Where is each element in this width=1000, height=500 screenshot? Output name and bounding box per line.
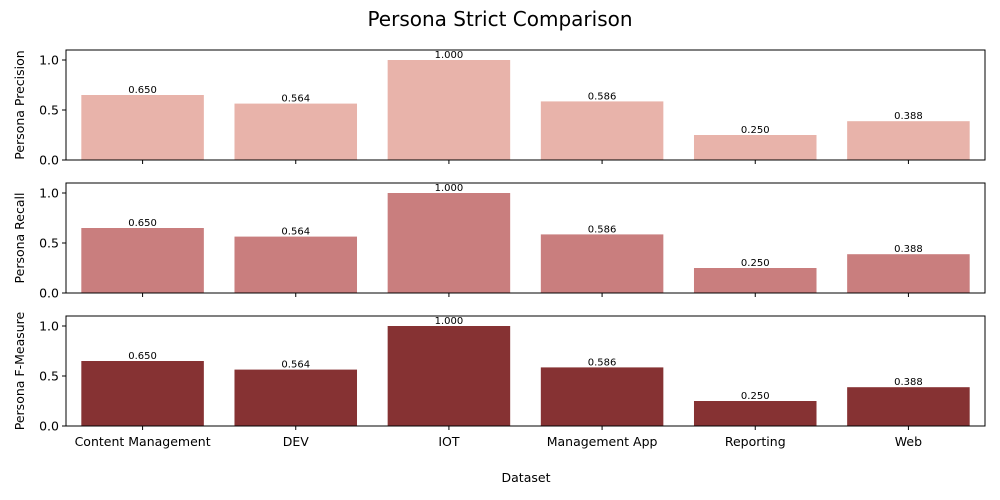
bar (81, 228, 204, 293)
bar-value-label: 0.388 (894, 111, 923, 122)
bar-value-label: 0.250 (741, 258, 770, 269)
bar (387, 60, 511, 160)
bar-value-label: 0.650 (128, 85, 157, 96)
bar (847, 387, 970, 426)
bar (540, 234, 664, 293)
bar (234, 103, 358, 160)
x-axis-label: Dataset (502, 470, 551, 485)
y-tick-label: 0.0 (39, 153, 59, 168)
y-axis-label: Persona F-Measure (12, 311, 27, 430)
x-tick-label: DEV (283, 434, 310, 449)
bar-value-label: 0.564 (281, 360, 310, 371)
bar (693, 135, 817, 160)
x-tick-label: Management App (547, 434, 658, 449)
bar-value-label: 1.000 (435, 50, 464, 61)
x-tick-label: IOT (438, 434, 460, 449)
axes-frame (65, 315, 986, 427)
panel-3: 0.650 0.564 1.000 0.586 0.250 0.388 0.0 0.5 1.0 C… (12, 311, 986, 449)
bar (234, 236, 358, 293)
chart-panels: 0.650 0.564 1.000 0.586 0.250 0.388 0.0 0.5 1.0 P… (12, 49, 986, 449)
bar (540, 367, 664, 426)
y-tick-label: 0.5 (39, 236, 59, 251)
bar-value-label: 0.388 (894, 244, 923, 255)
bar-value-label: 0.250 (741, 391, 770, 402)
bar (81, 361, 204, 426)
bar-value-label: 0.250 (741, 125, 770, 136)
bar (847, 254, 970, 293)
y-axis-label: Persona Precision (12, 50, 27, 159)
bar-value-label: 0.586 (588, 357, 617, 368)
x-tick-label: Web (895, 434, 922, 449)
bar (847, 121, 970, 160)
y-tick-label: 0.0 (39, 419, 59, 434)
x-tick-label: Reporting (725, 434, 786, 449)
bar (693, 401, 817, 426)
axes-frame (65, 182, 986, 294)
bar-value-label: 1.000 (435, 316, 464, 327)
panel-2: 0.650 0.564 1.000 0.586 0.250 0.388 0.0 0.5 1.0 P… (12, 182, 986, 301)
bar (81, 95, 204, 160)
bar-value-label: 0.586 (588, 91, 617, 102)
bar (234, 369, 358, 426)
y-tick-label: 1.0 (39, 186, 59, 201)
x-tick-label: Content Management (75, 434, 211, 449)
bar-value-label: 0.388 (894, 377, 923, 388)
y-tick-label: 0.0 (39, 286, 59, 301)
bar (540, 101, 664, 160)
axes-frame (65, 49, 986, 161)
bar-value-label: 0.564 (281, 227, 310, 238)
panel-1: 0.650 0.564 1.000 0.586 0.250 0.388 0.0 0.5 1.0 P… (12, 49, 986, 168)
bar-value-label: 1.000 (435, 183, 464, 194)
bar (387, 193, 511, 293)
bar-value-label: 0.650 (128, 351, 157, 362)
y-tick-label: 1.0 (39, 53, 59, 68)
bar-value-label: 0.564 (281, 94, 310, 105)
bar-value-label: 0.650 (128, 218, 157, 229)
y-tick-label: 1.0 (39, 319, 59, 334)
bar (693, 268, 817, 293)
bar (387, 326, 511, 426)
bar-value-label: 0.586 (588, 224, 617, 235)
y-tick-label: 0.5 (39, 369, 59, 384)
chart-title: Persona Strict Comparison (367, 7, 632, 31)
y-tick-label: 0.5 (39, 103, 59, 118)
y-axis-label: Persona Recall (12, 193, 27, 284)
